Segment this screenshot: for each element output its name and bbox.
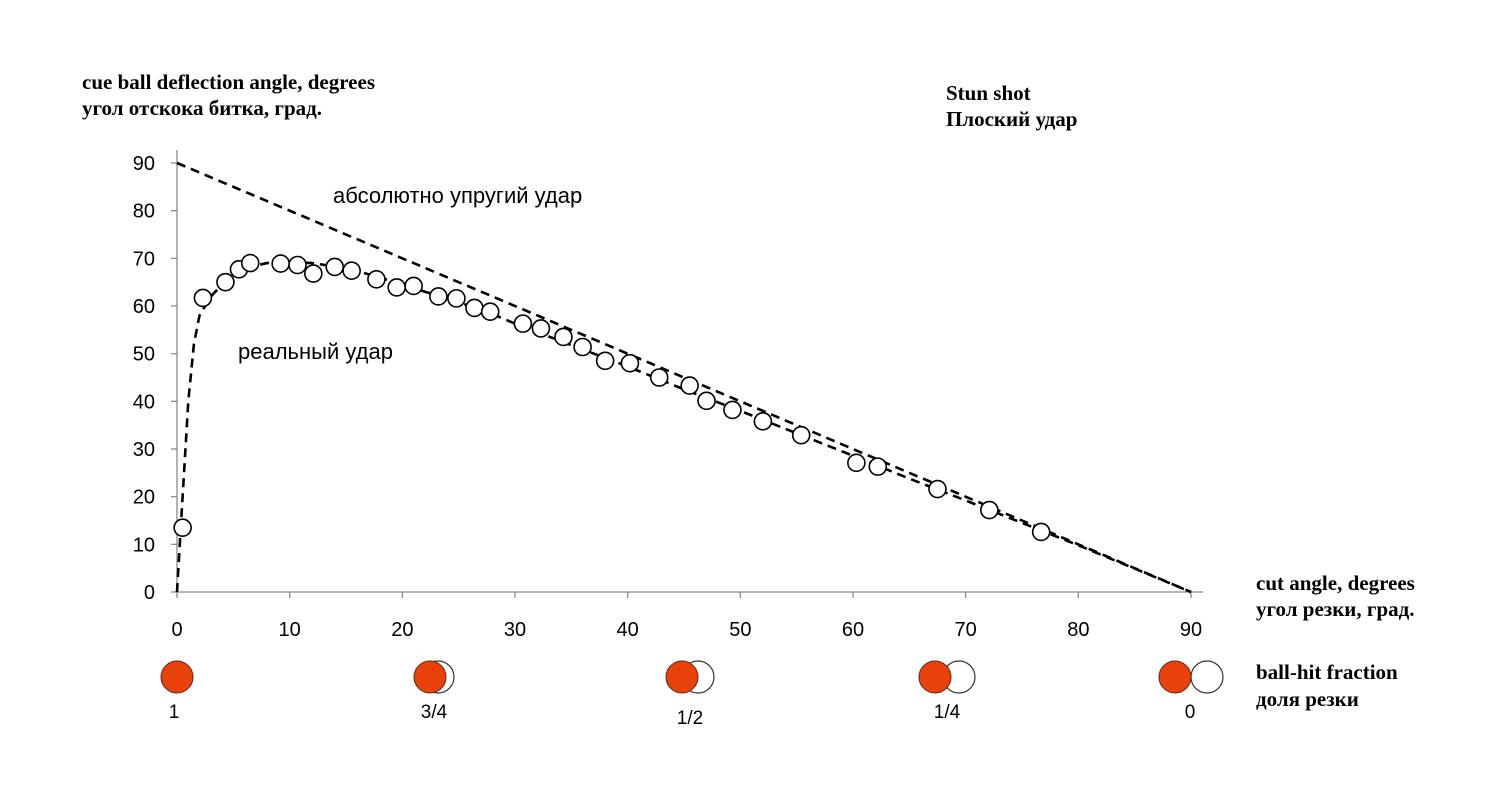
series-line-1 <box>175 260 1192 594</box>
y-tick-label: 80 <box>133 201 155 223</box>
data-point <box>531 319 551 338</box>
data-point <box>367 270 386 289</box>
data-point <box>928 479 947 499</box>
x-tick-label: 90 <box>1180 619 1202 641</box>
x-tick-label: 10 <box>279 619 301 641</box>
x-tick-label: 40 <box>617 619 639 641</box>
ball-hit-diagram: 1/2 <box>665 660 715 729</box>
data-point <box>271 254 290 273</box>
data-point <box>791 425 811 445</box>
ball-hit-diagram: 3/4 <box>413 660 455 723</box>
y-axis-title-ru: угол отскока битка, град. <box>82 96 322 120</box>
x-tick-label: 20 <box>391 619 413 641</box>
data-point <box>288 255 307 275</box>
ball-hit-fraction-value: 1/4 <box>934 702 961 723</box>
ball-hit-fraction-value: 0 <box>1185 702 1196 723</box>
cue-ball <box>918 660 952 694</box>
annotation-elastic: абсолютно упругий удар <box>333 183 582 208</box>
y-tick-label: 0 <box>144 582 155 604</box>
x-axis-title: cut angle, degrees <box>1256 571 1415 595</box>
data-point <box>465 298 484 318</box>
data-point <box>447 289 466 308</box>
y-tick-label: 20 <box>133 487 155 509</box>
ball-hit-fraction-value: 1/2 <box>677 708 703 729</box>
x-tick-label: 80 <box>1067 619 1089 641</box>
data-point <box>216 272 235 292</box>
data-point <box>649 368 669 387</box>
data-point <box>173 518 192 537</box>
x-axis-title-ru: угол резки, град. <box>1256 597 1415 621</box>
data-point <box>325 257 345 277</box>
data-point <box>240 253 260 273</box>
y-tick-label: 90 <box>133 153 155 175</box>
data-point <box>193 288 213 308</box>
x-tick-label: 70 <box>955 619 977 641</box>
cue-ball <box>1158 660 1192 694</box>
data-point <box>513 314 533 333</box>
data-point <box>980 500 999 520</box>
object-ball-outline <box>1190 660 1224 694</box>
y-tick-label: 10 <box>133 534 155 556</box>
data-point <box>387 278 407 297</box>
x-tick-label: 50 <box>729 619 751 641</box>
data-point <box>342 261 361 281</box>
data-point <box>554 327 573 347</box>
data-point <box>868 457 888 476</box>
data-point <box>480 302 500 322</box>
cue-ball <box>160 660 194 694</box>
y-tick-label: 40 <box>133 391 155 413</box>
x-tick-label: 30 <box>504 619 526 641</box>
data-point <box>1031 522 1051 542</box>
ball-hit-fraction-label-ru: доля резки <box>1256 687 1359 711</box>
data-point <box>753 412 773 431</box>
y-axis-title: cue ball deflection angle, degrees <box>82 70 375 94</box>
cue-ball <box>665 660 699 694</box>
ball-hit-fraction-label: ball-hit fraction <box>1256 660 1398 684</box>
annotation-real: реальный удар <box>238 339 393 364</box>
data-point <box>404 276 423 296</box>
x-tick-label: 0 <box>171 619 182 641</box>
data-point <box>573 337 592 357</box>
data-point <box>723 400 742 420</box>
cue-ball <box>413 660 447 694</box>
data-point <box>680 376 699 395</box>
data-point <box>595 351 615 371</box>
ball-hit-diagram: 1/4 <box>918 660 976 723</box>
ball-hit-fraction-value: 3/4 <box>421 702 448 723</box>
series-line-0 <box>176 161 1192 594</box>
y-tick-label: 60 <box>133 296 155 318</box>
data-point <box>620 353 640 373</box>
y-tick-label: 50 <box>133 344 155 366</box>
y-tick-label: 70 <box>133 248 155 270</box>
chart-title-ru: Плоский удар <box>946 107 1077 131</box>
y-tick-label: 30 <box>133 439 155 461</box>
data-point <box>847 453 866 473</box>
data-point <box>429 287 448 306</box>
ball-hit-diagram: 0 <box>1158 660 1224 723</box>
ball-hit-diagram: 1 <box>160 660 194 723</box>
ball-hit-fraction-value: 1 <box>169 702 180 723</box>
data-point <box>697 391 716 411</box>
data-point <box>304 264 323 283</box>
x-tick-label: 60 <box>842 619 864 641</box>
chart-title: Stun shot <box>946 81 1031 105</box>
